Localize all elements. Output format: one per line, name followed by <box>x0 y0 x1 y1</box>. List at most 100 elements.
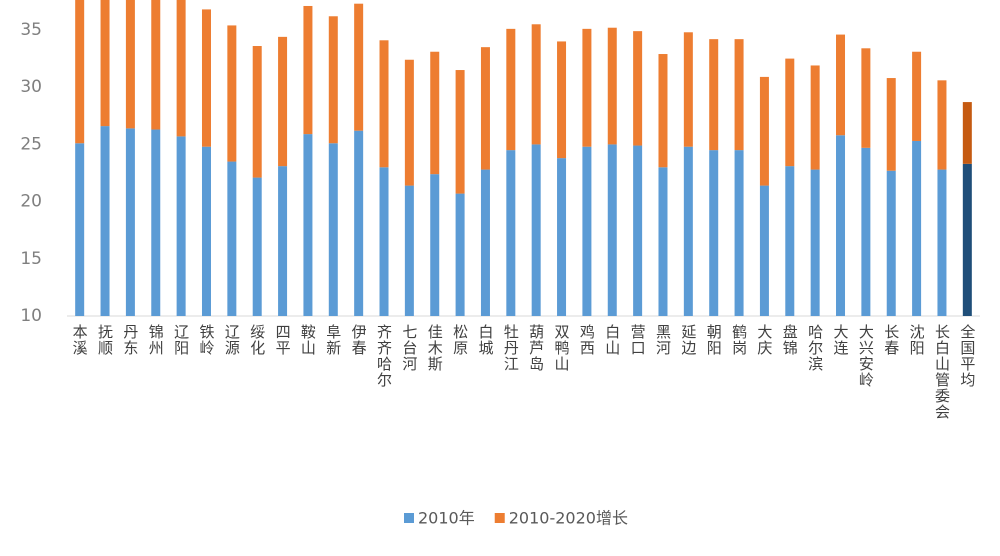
bar-segment <box>201 9 211 147</box>
x-tick-label: 黑河 <box>654 324 672 356</box>
bar-segment <box>176 0 186 137</box>
bar-segment <box>937 169 947 316</box>
bar-segment <box>227 161 237 316</box>
bar-segment <box>531 144 541 316</box>
x-tick-label: 双鸭山 <box>553 324 571 372</box>
bar-segment <box>683 32 693 147</box>
bar-segment <box>151 0 161 130</box>
x-tick-label: 辽源 <box>223 324 241 356</box>
bar-segment <box>278 166 288 316</box>
bar-segment <box>633 31 643 146</box>
bar-segment <box>328 143 338 316</box>
bar-segment <box>75 0 85 144</box>
y-tick-label: 15 <box>20 249 42 269</box>
x-tick-label: 全国平均 <box>958 323 976 388</box>
bar-segment <box>582 28 592 147</box>
bar-segment <box>709 39 719 151</box>
bar-segment <box>480 169 490 316</box>
bar-segment <box>252 177 262 316</box>
bar-segment <box>100 0 110 127</box>
y-tick-label: 10 <box>20 306 42 326</box>
x-tick-label: 抚顺 <box>96 324 114 356</box>
x-tick-label: 沈阳 <box>908 324 926 356</box>
bar-segment <box>379 40 389 168</box>
x-tick-label: 铁岭 <box>197 324 215 356</box>
bar-segment <box>303 5 313 135</box>
bar-segment <box>430 51 440 175</box>
bar-segment <box>125 0 135 129</box>
x-tick-label: 营口 <box>629 324 647 356</box>
bar-segment <box>404 185 414 316</box>
x-tick-label: 白城 <box>476 324 494 356</box>
x-tick-label: 大庆 <box>755 324 773 356</box>
bar-segment <box>328 16 338 144</box>
x-tick-label: 七台河 <box>400 324 418 372</box>
bar-segment <box>201 146 211 316</box>
x-tick-label: 松原 <box>451 324 469 356</box>
x-tick-label: 延边 <box>679 324 697 356</box>
bar-segment <box>125 128 135 316</box>
x-tick-label: 丹东 <box>121 324 139 356</box>
x-tick-label: 长白山管委会 <box>933 324 951 420</box>
bar-segment <box>912 51 922 141</box>
legend-swatch <box>404 513 414 523</box>
bar-segment <box>861 147 871 316</box>
x-tick-label: 鹤岗 <box>730 324 748 356</box>
bar-segment <box>354 3 364 131</box>
legend-swatch <box>494 513 505 523</box>
bar-segment <box>734 39 744 151</box>
bar-segment <box>836 135 846 316</box>
y-tick-label: 20 <box>20 192 42 212</box>
x-tick-label: 阜新 <box>324 324 342 356</box>
bar-segment <box>455 193 465 316</box>
bar-segment <box>962 163 972 316</box>
bar-segment <box>810 169 820 316</box>
bar-segment <box>886 170 896 316</box>
x-tick-label: 长春 <box>882 324 900 356</box>
bar-segment <box>557 158 567 316</box>
x-tick-label: 齐齐哈尔 <box>375 324 393 388</box>
y-tick-label: 25 <box>20 134 42 154</box>
x-tick-label: 朝阳 <box>705 324 723 356</box>
legend-label: 2010-2020增长 <box>509 509 628 528</box>
x-tick-label: 绥化 <box>248 324 266 356</box>
bar-segment <box>785 166 795 316</box>
bar-segment <box>810 65 820 170</box>
x-tick-label: 佳木斯 <box>426 324 444 372</box>
x-tick-label: 哈尔滨 <box>806 324 824 372</box>
bar-segment <box>176 136 186 316</box>
x-tick-label: 四平 <box>274 324 292 356</box>
bar-segment <box>607 27 617 145</box>
y-tick-label: 30 <box>20 77 42 97</box>
bar-segment <box>506 150 516 316</box>
bar-segment <box>100 126 110 316</box>
bar-segment <box>937 80 947 170</box>
x-tick-label: 锦州 <box>147 324 165 356</box>
bar-segment <box>658 167 668 316</box>
bar-segment <box>455 70 465 194</box>
x-tick-label: 大连 <box>832 324 850 356</box>
bar-segment <box>379 167 389 316</box>
bar-segment <box>480 47 490 170</box>
bar-segment <box>531 24 541 145</box>
bar-segment <box>252 46 262 178</box>
y-tick-label: 35 <box>20 20 42 40</box>
bar-segment <box>683 146 693 316</box>
bar-segment <box>506 28 516 151</box>
bar-segment <box>861 48 871 148</box>
bar-segment <box>227 25 237 162</box>
bar-segment <box>582 146 592 316</box>
bar-segment <box>962 102 972 164</box>
x-tick-label: 辽阳 <box>172 324 190 356</box>
bar-segment <box>886 78 896 171</box>
bar-segment <box>557 41 567 159</box>
bar-segment <box>633 145 643 316</box>
bar-segment <box>354 130 364 316</box>
bar-segment <box>912 140 922 316</box>
bar-segment <box>303 134 313 316</box>
x-tick-label: 牡丹江 <box>502 324 520 372</box>
bar-segment <box>836 34 846 136</box>
bar-segment <box>75 143 85 316</box>
legend-label: 2010年 <box>418 509 475 528</box>
